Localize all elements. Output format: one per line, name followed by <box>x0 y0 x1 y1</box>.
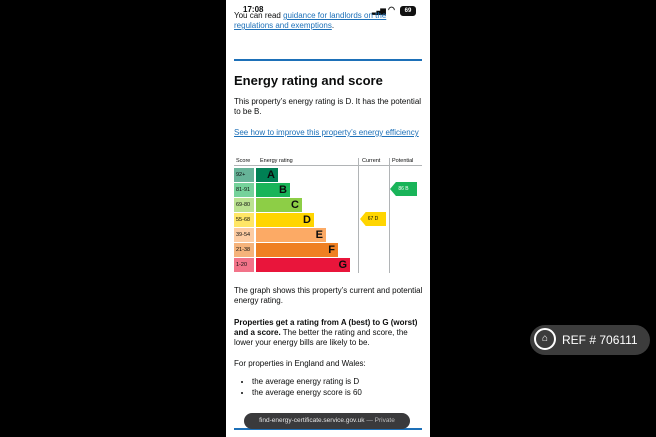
band-letter: F <box>328 244 335 256</box>
section-title: Energy rating and score <box>234 73 383 88</box>
current-rating-arrow: 67 D <box>360 212 386 226</box>
guidance-link[interactable]: guidance for landlords on the regulation… <box>234 11 387 30</box>
band-letter: D <box>303 214 311 226</box>
potential-column-divider <box>389 158 390 273</box>
signal-icon: ▂▄▆ <box>372 8 386 15</box>
url-domain: find-energy-certificate.service.gov.uk <box>259 417 365 424</box>
rating-explanation-plain: The better the rating and score, the low… <box>234 328 408 347</box>
band-range: 39-54 <box>234 228 254 242</box>
rating-explanation-bold: Properties get a rating from A (best) to… <box>234 318 418 337</box>
band-range: 55-68 <box>234 213 254 227</box>
band-range: 69-80 <box>234 198 254 212</box>
band-bar: F <box>256 243 338 257</box>
phone-screen: 17:08 ▂▄▆ ◠ 69 You can read guidance for… <box>226 0 430 437</box>
band-bar: G <box>256 258 350 272</box>
band-letter: A <box>267 169 275 181</box>
header-current: Current <box>362 158 381 164</box>
averages-list: the average energy rating is D the avera… <box>240 376 362 398</box>
band-range: 81-91 <box>234 183 254 197</box>
clock: 17:08 <box>243 5 264 14</box>
improve-efficiency-link[interactable]: See how to improve this property’s energ… <box>234 128 419 137</box>
rating-explanation: Properties get a rating from A (best) to… <box>234 318 424 348</box>
current-column-divider <box>358 158 359 273</box>
header-score: Score <box>236 158 251 164</box>
graph-note: The graph shows this property’s current … <box>234 286 423 305</box>
rating-sentence: This property’s energy rating is D. It h… <box>234 97 422 116</box>
band-range: 1-20 <box>234 258 254 272</box>
url-bar[interactable]: find-energy-certificate.service.gov.uk —… <box>244 413 410 429</box>
potential-rating-arrow: 86 B <box>390 182 417 196</box>
bottom-divider <box>234 428 422 430</box>
intro-suffix: . <box>331 21 335 30</box>
list-item: the average energy rating is D <box>252 376 362 387</box>
wifi-icon: ◠ <box>388 5 395 14</box>
band-bar: E <box>256 228 326 242</box>
list-item: the average energy score is 60 <box>252 387 362 398</box>
band-letter: E <box>315 229 323 241</box>
ref-number: REF # 706111 <box>562 333 638 347</box>
band-range: 21-38 <box>234 243 254 257</box>
home-icon: ⌂ <box>534 328 556 350</box>
band-letter: G <box>338 259 347 271</box>
energy-rating-chart: Score Energy rating Current Potential 92… <box>234 156 422 276</box>
band-bar: C <box>256 198 302 212</box>
intro-prefix: You can read <box>234 11 284 20</box>
band-bar: B <box>256 183 290 197</box>
band-letter: C <box>291 199 299 211</box>
section-divider <box>234 59 422 61</box>
band-letter: B <box>279 184 287 196</box>
intro-text: You can read guidance for landlords on t… <box>234 11 422 31</box>
status-bar: 17:08 ▂▄▆ ◠ 69 <box>226 0 430 16</box>
battery-icon: 69 <box>400 6 416 16</box>
header-divider <box>234 165 422 166</box>
private-label: — Private <box>366 417 395 424</box>
band-bar: A <box>256 168 278 182</box>
england-wales-text: For properties in England and Wales: <box>234 359 366 368</box>
ref-badge: ⌂ REF # 706111 <box>530 325 650 355</box>
band-bar: D <box>256 213 314 227</box>
band-range: 92+ <box>234 168 254 182</box>
header-energy-rating: Energy rating <box>260 158 293 164</box>
header-potential: Potential <box>392 158 414 164</box>
